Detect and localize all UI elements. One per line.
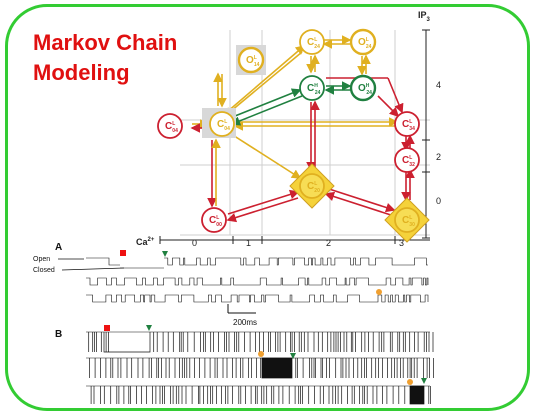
ca-tick-1: 1 (246, 238, 251, 248)
state-node-c20: CL 20 (289, 163, 335, 209)
ip3-label: IP3 (418, 10, 431, 23)
state-label: OL 14 (246, 55, 260, 68)
state-node-c34: CL 34 (394, 111, 420, 137)
state-node-c24h: CH 24 (299, 75, 325, 101)
ca-tick-3: 3 (399, 238, 404, 248)
state-label: OH 24 (358, 83, 372, 96)
state-node-o14: OL 14 (236, 45, 266, 75)
channel-trace-a (86, 257, 120, 266)
burst-block (409, 385, 425, 405)
ca-label: Ca2+ (136, 237, 155, 247)
panel-a-label: A (55, 242, 62, 253)
state-node-c00: CL 00 (201, 207, 227, 233)
channel-trace-b (90, 386, 431, 404)
state-nodes: OL 14 CL 04 CL 24 OL 24 CH 24 OH 24 CL 34 CL 32 CL 00 CL 20… (157, 28, 430, 243)
state-label: CL 00 (209, 215, 222, 228)
state-node-c32: CL 32 (394, 147, 420, 173)
green-triangle-marker-b2 (290, 353, 296, 359)
state-node-c30: CL 30 (384, 197, 430, 243)
rounded-frame (5, 4, 530, 411)
orange-dot-marker-b1 (258, 351, 264, 357)
orange-dot-marker-b2 (407, 379, 413, 385)
state-label: CL 34 (402, 119, 415, 132)
channel-trace-a (86, 294, 379, 303)
channel-trace-a (164, 257, 428, 266)
panel-b-label: B (55, 329, 62, 340)
title-line-2: Modeling (33, 60, 130, 85)
ca-tick-0: 0 (192, 238, 197, 248)
channel-trace-b (89, 358, 434, 378)
ca-tick-2: 2 (326, 238, 331, 248)
panel-b: B (55, 325, 434, 405)
burst-block (261, 357, 293, 379)
closed-pointer (61, 267, 125, 271)
red-square-marker-a (120, 250, 126, 256)
channel-trace-b (88, 332, 434, 353)
open-level-label: Open (33, 256, 50, 263)
state-node-o24h: OH 24 (349, 74, 377, 102)
ip3-axis: IP3 4 2 0 (418, 10, 441, 239)
red-square-marker-b (104, 325, 110, 331)
state-label: CL 30 (402, 215, 415, 228)
channel-trace-a (378, 294, 429, 303)
green-triangle-marker-b3 (421, 378, 427, 384)
state-label: CL 20 (307, 181, 320, 194)
green-triangle-marker-b1 (146, 325, 152, 331)
state-node-c04: CL 04 (157, 113, 183, 139)
state-node-c24a: CL 24 (299, 29, 325, 55)
state-label: OL 24 (358, 37, 372, 50)
transition-arrows (190, 35, 415, 223)
green-triangle-marker-a (162, 251, 168, 257)
panel-a: A Open Closed 200ms (33, 242, 429, 327)
state-node-c04b: CL 04 (202, 108, 236, 138)
ca-axis: Ca2+ 0 1 2 3 (136, 236, 430, 248)
ip3-tick-2: 2 (436, 152, 441, 162)
closed-level-label: Closed (33, 267, 55, 274)
slide-title: Markov Chain Modeling (33, 28, 177, 88)
state-label: CL 04 (217, 119, 230, 132)
state-label: CL 24 (307, 37, 320, 50)
state-label: CL 04 (165, 121, 178, 134)
ip3-tick-4: 4 (436, 80, 441, 90)
state-node-o24a: OL 24 (349, 28, 377, 56)
ip3-tick-0: 0 (436, 196, 441, 206)
title-line-1: Markov Chain (33, 30, 178, 55)
scale-bar-label: 200ms (233, 318, 257, 327)
channel-trace-a (86, 277, 429, 286)
state-label: CH 24 (307, 83, 321, 96)
orange-dot-marker-a (376, 289, 382, 295)
state-label: CL 32 (402, 155, 415, 168)
